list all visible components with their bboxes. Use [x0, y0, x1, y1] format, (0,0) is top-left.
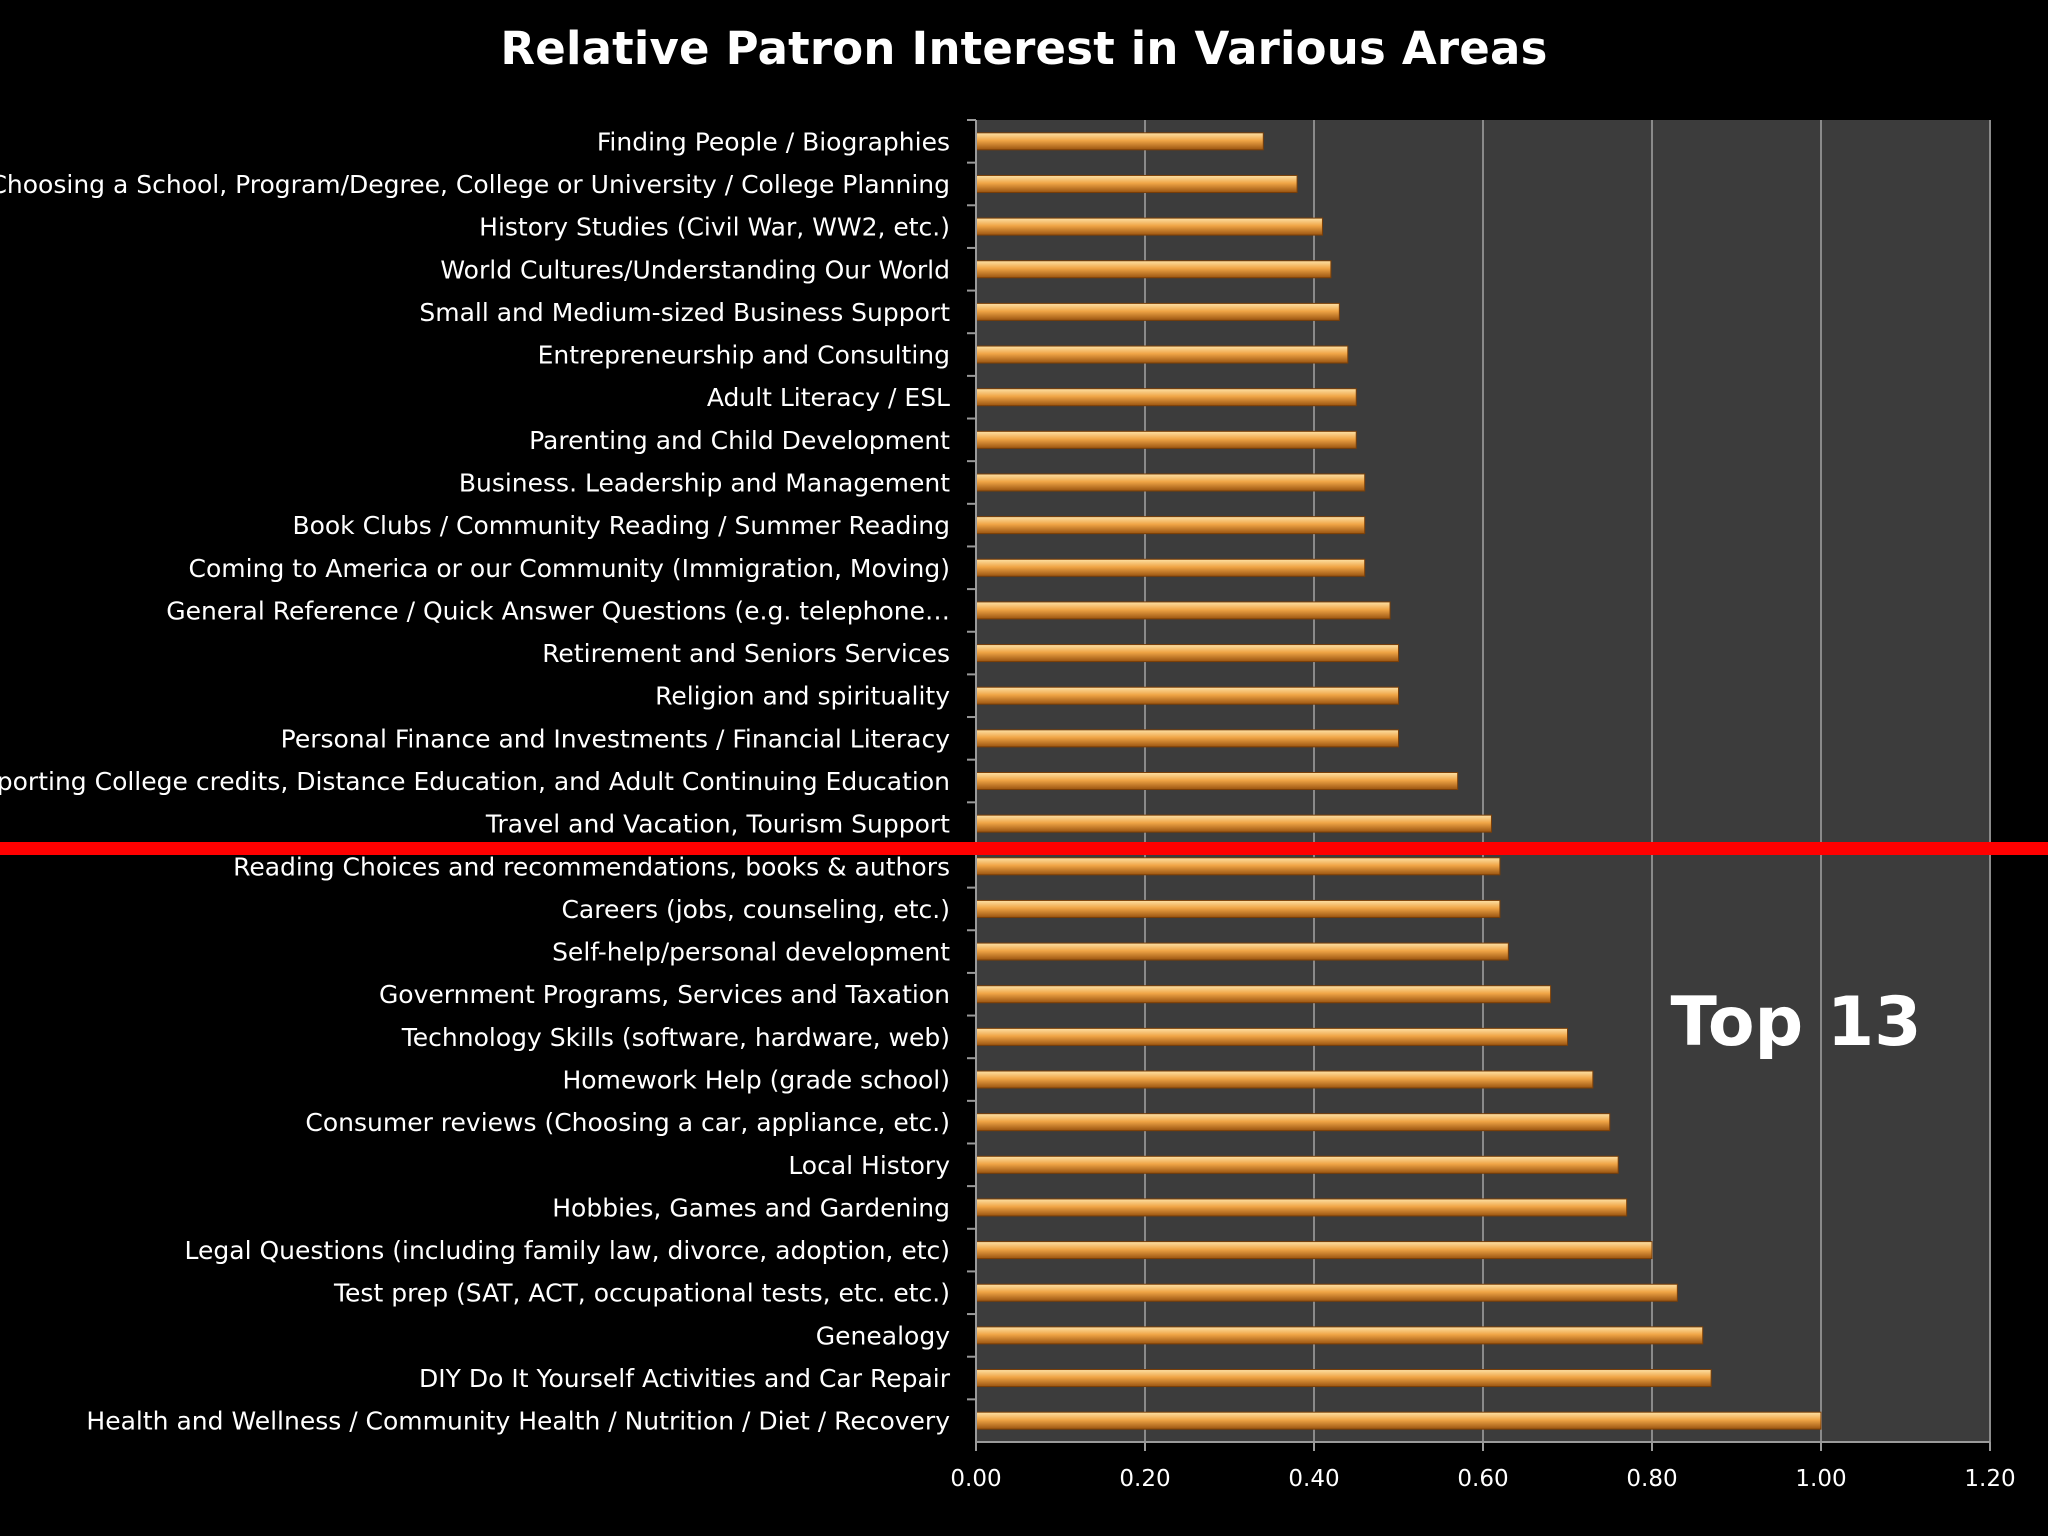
category-label: Choosing a School, Program/Degree, Colle…: [0, 170, 950, 199]
category-label: Coming to America or our Community (Immi…: [189, 554, 950, 583]
bar: [975, 302, 1340, 321]
bar: [975, 985, 1552, 1004]
bar: [975, 345, 1349, 364]
category-label: Government Programs, Services and Taxati…: [379, 980, 950, 1009]
category-label: Small and Medium-sized Business Support: [419, 298, 950, 327]
x-tick-label: 1.00: [1795, 1466, 1846, 1492]
bar: [975, 388, 1357, 407]
bar: [975, 899, 1501, 918]
category-label: Personal Finance and Investments / Finan…: [281, 724, 951, 753]
category-label: Local History: [788, 1151, 950, 1180]
category-label: Homework Help (grade school): [562, 1066, 950, 1095]
category-label: Technology Skills (software, hardware, w…: [401, 1023, 950, 1052]
category-label: Self-help/personal development: [552, 938, 950, 967]
bar: [975, 942, 1509, 961]
category-label: Hobbies, Games and Gardening: [552, 1193, 950, 1222]
x-tick-label: 0.00: [950, 1466, 1001, 1492]
bar: [975, 1241, 1653, 1260]
bar: [975, 132, 1264, 151]
bar: [975, 260, 1332, 279]
axes: [967, 119, 1991, 1451]
category-label: General Reference / Quick Answer Questio…: [166, 596, 950, 625]
bar: [975, 1155, 1619, 1174]
category-label: Consumer reviews (Choosing a car, applia…: [305, 1108, 950, 1137]
category-label: Finding People / Biographies: [597, 127, 950, 156]
x-tick-label: 1.20: [1964, 1466, 2015, 1492]
bar: [975, 430, 1357, 449]
bar: [975, 174, 1298, 193]
bar: [975, 1369, 1712, 1388]
category-label: World Cultures/Understanding Our World: [440, 255, 950, 284]
top-13-annotation: Top 13: [1670, 983, 1921, 1062]
bar: [975, 473, 1366, 492]
bar: [975, 686, 1399, 705]
category-label: Legal Questions (including family law, d…: [185, 1236, 950, 1265]
category-label: Supporting College credits, Distance Edu…: [0, 767, 950, 796]
bar: [975, 1198, 1628, 1217]
category-label: Adult Literacy / ESL: [707, 383, 950, 412]
x-tick-label: 0.20: [1119, 1466, 1170, 1492]
bar: [975, 1027, 1568, 1046]
category-label: Parenting and Child Development: [529, 426, 950, 455]
category-label: Test prep (SAT, ACT, occupational tests,…: [333, 1279, 950, 1308]
category-labels: Finding People / Biographies Choosing a S…: [0, 127, 951, 1435]
bar: [975, 644, 1399, 663]
bar: [975, 1113, 1611, 1132]
x-tick-labels: 0.00 0.20 0.40 0.60 0.80 1.00 1.20: [950, 1466, 2015, 1492]
x-tick-label: 0.60: [1457, 1466, 1508, 1492]
category-label: Reading Choices and recommendations, boo…: [233, 852, 950, 881]
bar: [975, 217, 1323, 236]
bar: [975, 558, 1366, 577]
category-label: DIY Do It Yourself Activities and Car Re…: [419, 1364, 951, 1393]
bar: [975, 1283, 1678, 1302]
top-13-divider-line: [0, 842, 2048, 855]
bar: [975, 857, 1501, 876]
category-label: Retirement and Seniors Services: [542, 639, 950, 668]
x-tick-label: 0.80: [1626, 1466, 1677, 1492]
bar: [975, 814, 1492, 833]
x-tick-label: 0.40: [1288, 1466, 1339, 1492]
bar: [975, 772, 1459, 790]
bar: [975, 1070, 1594, 1089]
bar: [975, 601, 1391, 620]
category-label: Travel and Vacation, Tourism Support: [485, 810, 950, 839]
category-label: History Studies (Civil War, WW2, etc.): [479, 213, 950, 242]
category-label: Book Clubs / Community Reading / Summer …: [292, 511, 950, 540]
bar: [975, 729, 1399, 748]
category-label: Careers (jobs, counseling, etc.): [561, 895, 950, 924]
bar: [975, 1326, 1704, 1345]
bar: [975, 1411, 1822, 1430]
category-label: Entrepreneurship and Consulting: [538, 341, 950, 370]
category-label: Health and Wellness / Community Health /…: [86, 1407, 950, 1436]
bar: [975, 516, 1366, 535]
category-label: Genealogy: [816, 1321, 950, 1350]
category-label: Religion and spirituality: [655, 682, 950, 711]
category-label: Business. Leadership and Management: [459, 468, 950, 497]
chart-title: Relative Patron Interest in Various Area…: [500, 22, 1548, 75]
